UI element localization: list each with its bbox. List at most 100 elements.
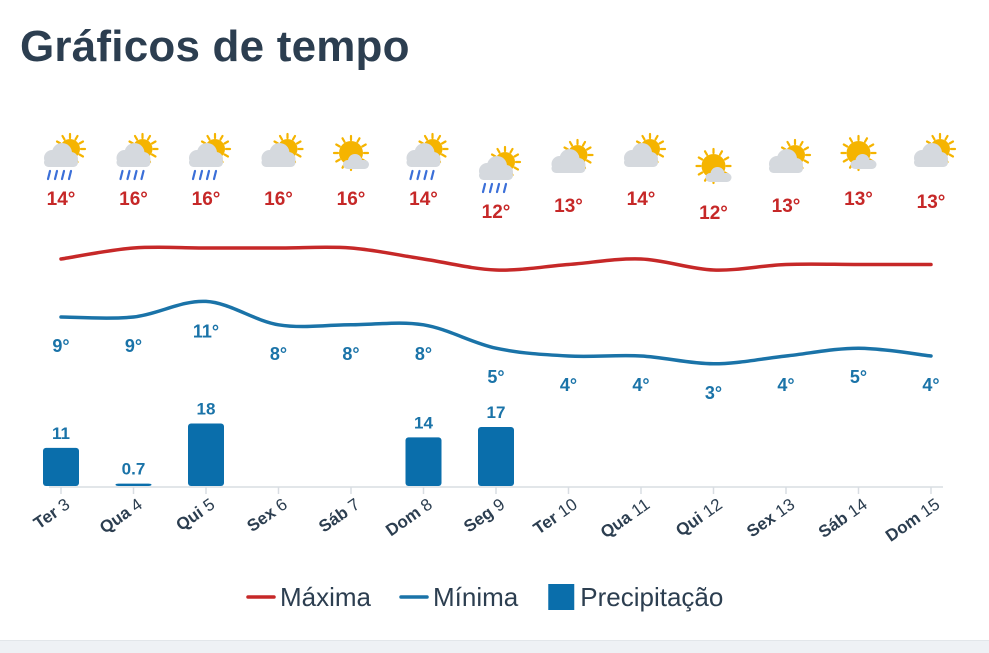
max-temp-label: 14° xyxy=(47,189,76,210)
sun-ray xyxy=(948,140,955,145)
sun-ray xyxy=(513,153,520,158)
precipitation-value-label: 17 xyxy=(487,403,506,422)
sun-behind-cloud-icon xyxy=(695,147,732,185)
sun-ray xyxy=(223,153,230,158)
sun-ray xyxy=(150,153,157,158)
sun-ray xyxy=(223,140,230,145)
sun-ray xyxy=(418,140,425,145)
sun-ray xyxy=(803,146,810,151)
sun-ray xyxy=(291,134,297,141)
x-axis-tick-label: Sex 6 xyxy=(243,495,290,536)
min-temp-label: 4° xyxy=(632,375,649,395)
sun-ray xyxy=(863,137,869,143)
sun-ray xyxy=(799,140,804,147)
rain-drop xyxy=(488,182,494,194)
x-axis-tick-label: Sáb 7 xyxy=(315,495,363,537)
rain-drop xyxy=(430,169,435,181)
rain-drop xyxy=(198,169,204,181)
sun-ray xyxy=(61,134,66,141)
min-temp-label: 5° xyxy=(487,367,504,387)
sun-ray xyxy=(842,158,849,163)
precipitation-bar xyxy=(405,437,442,486)
chart-legend: Máxima Mínima Precipitação xyxy=(246,582,723,612)
sun-ray xyxy=(206,134,211,141)
rain-drop xyxy=(423,169,428,181)
max-temp-label: 14° xyxy=(627,189,656,210)
page-title: Gráficos de tempo xyxy=(20,22,410,71)
max-temp-label: 13° xyxy=(844,189,873,210)
legend-label: Máxima xyxy=(280,582,372,612)
min-temp-labels: 9° 9° 11° 8° 8° 8° 5° 4° 4° 3° 4° 5° 4° xyxy=(52,321,939,402)
max-temp-label: 13° xyxy=(772,196,801,217)
sun-ray xyxy=(786,140,791,147)
sun-ray xyxy=(74,134,79,141)
cloud-base xyxy=(705,173,732,182)
cloud-base xyxy=(44,158,78,167)
x-axis-tick-label: Ter 3 xyxy=(30,495,73,533)
sun-ray xyxy=(568,140,574,147)
sun-ray xyxy=(440,153,447,158)
sun-ray xyxy=(335,143,341,148)
rain-icon xyxy=(406,132,449,181)
rain-drop xyxy=(119,169,124,181)
cloud-base xyxy=(189,158,223,167)
sun-ray xyxy=(200,140,207,145)
partly-cloudy-icon xyxy=(914,132,957,167)
rain-drop xyxy=(502,182,508,194)
x-axis-tick-label: Sex 13 xyxy=(743,495,798,541)
sun-ray xyxy=(585,159,592,164)
max-temp-label: 13° xyxy=(917,192,946,213)
sun-ray xyxy=(944,134,949,141)
min-temp-label: 8° xyxy=(415,344,432,364)
sun-ray xyxy=(925,140,932,145)
sun-ray xyxy=(509,147,514,154)
min-temp-label: 4° xyxy=(922,375,939,395)
rain-icon xyxy=(479,145,522,194)
sun-ray xyxy=(78,153,85,158)
precipitation-bar xyxy=(43,447,79,486)
x-axis-tick-label: Sáb 14 xyxy=(815,495,871,542)
sun-behind-cloud-icon xyxy=(840,134,877,172)
x-axis-tick-label: Ter 10 xyxy=(530,495,581,539)
x-axis-tick-label: Qui 5 xyxy=(173,495,219,535)
cloud-base xyxy=(116,158,151,167)
sun-ray xyxy=(496,147,501,154)
precipitation-value-label: 18 xyxy=(197,400,216,419)
min-temp-line xyxy=(59,299,933,366)
precipitation-value-label: 14 xyxy=(414,413,433,432)
sun-ray xyxy=(78,140,85,145)
rain-icon xyxy=(189,132,232,181)
cloud-base xyxy=(769,164,803,173)
rain-drop xyxy=(140,169,145,181)
sun-ray xyxy=(563,146,570,151)
sun-ray xyxy=(842,143,849,148)
sun-ray xyxy=(55,140,62,145)
max-temp-label: 16° xyxy=(337,189,366,210)
min-temp-label: 3° xyxy=(705,383,722,403)
sun-ray xyxy=(356,137,361,143)
temperature-lines xyxy=(59,245,933,366)
max-temp-label: 16° xyxy=(192,189,221,210)
sun-ray xyxy=(436,134,442,141)
rain-drop xyxy=(60,169,66,181)
x-axis-tick-label: Qui 12 xyxy=(672,495,725,540)
x-axis-tick-label: Seg 9 xyxy=(460,495,508,537)
rain-drop xyxy=(53,169,59,181)
precipitation-bar xyxy=(478,427,514,486)
max-temp-label: 12° xyxy=(482,202,511,223)
min-temp-label: 4° xyxy=(560,375,577,395)
cloud-base xyxy=(479,171,513,180)
max-temp-label: 16° xyxy=(264,189,293,210)
rain-drop xyxy=(191,169,197,181)
x-axis: Ter 3 Qua 4 Qui 5 Sex 6 Sáb 7 Dom 8 Seg 9 Ter 1… xyxy=(30,486,943,546)
cloud-base xyxy=(406,158,441,167)
sun-ray xyxy=(868,143,875,148)
sun-ray xyxy=(133,134,139,141)
cloud-base xyxy=(850,160,877,169)
precipitation-value-label: 11 xyxy=(52,424,70,443)
cloud-base xyxy=(343,160,369,169)
sun-ray xyxy=(581,140,587,147)
bottom-divider xyxy=(0,640,989,653)
max-temp-line xyxy=(59,245,933,272)
max-temp-label: 16° xyxy=(119,189,148,210)
